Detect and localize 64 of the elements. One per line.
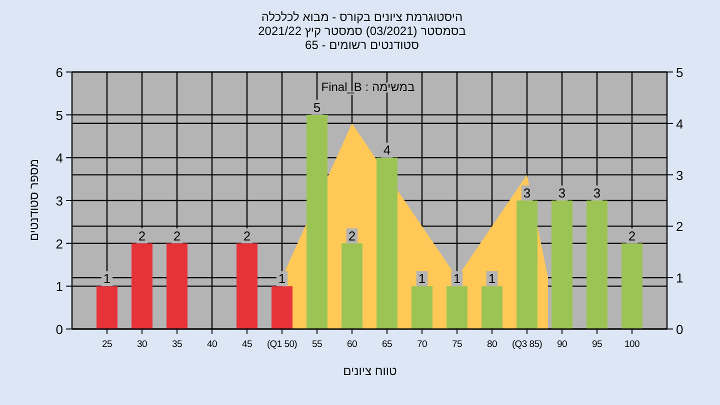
bar — [342, 243, 362, 329]
bar — [96, 286, 118, 329]
bar — [622, 243, 642, 329]
bar — [586, 200, 608, 329]
data-label: 3 — [558, 186, 566, 200]
x-tick-label: (Q1 50) — [266, 339, 298, 350]
bar — [482, 286, 502, 329]
y-tick-label: 1 — [56, 279, 63, 294]
x-tick-label: 80 — [487, 339, 497, 350]
bar — [552, 200, 572, 329]
data-label: 2 — [348, 228, 356, 244]
bar — [376, 158, 398, 329]
data-label: 1 — [418, 271, 426, 286]
bar — [306, 114, 328, 329]
data-label: 2 — [243, 228, 251, 244]
bar — [516, 200, 538, 329]
x-tick-label: 75 — [452, 339, 462, 350]
y-tick-label: 6 — [56, 65, 63, 80]
y-tick-label: 5 — [56, 108, 63, 123]
x-tick-label: 55 — [312, 339, 322, 350]
bar — [236, 243, 258, 329]
data-label: 3 — [593, 186, 601, 200]
y2-tick-label: 3 — [676, 168, 684, 183]
data-label: 1 — [453, 271, 461, 286]
text: סטודנטים רשומים - 65 — [305, 38, 420, 52]
x-tick-label: 40 — [207, 339, 217, 350]
y-tick-label: 2 — [56, 236, 63, 252]
data-label: 1 — [103, 271, 111, 286]
y2-tick-label: 4 — [676, 116, 684, 132]
bar — [446, 286, 468, 329]
y2-tick-label: 1 — [676, 270, 684, 286]
y2-tick-label: 0 — [676, 322, 684, 337]
data-label: 2 — [173, 228, 181, 244]
chart-subtitle: בסמסטר (03/2021) סמסטר קיץ 2021/22 — [258, 24, 466, 38]
data-label: 1 — [278, 271, 286, 286]
bar — [272, 286, 292, 329]
data-label: 2 — [628, 228, 636, 244]
x-tick-label: 25 — [102, 339, 112, 350]
data-label: 4 — [383, 142, 391, 158]
y-tick-label: 0 — [56, 322, 63, 337]
bar — [132, 243, 152, 329]
x-tick-label: (Q3 85) — [512, 339, 542, 350]
y-tick-label: 4 — [56, 150, 63, 166]
y2-tick-label: 5 — [676, 65, 684, 80]
x-tick-label: 65 — [382, 339, 392, 350]
data-label: 2 — [138, 228, 146, 244]
x-tick-label: 95 — [592, 339, 602, 350]
x-tick-label: 100 — [624, 339, 640, 350]
x-axis-title: טווח ציונים — [343, 364, 398, 378]
data-label: 1 — [488, 271, 496, 286]
chart-title: היסטוגרמת ציונים בקורס - מבוא לכלכלה — [261, 10, 463, 24]
x-tick-label: 30 — [137, 339, 147, 350]
x-tick-label: 70 — [417, 339, 427, 350]
y-tick-label: 3 — [56, 194, 63, 208]
data-label: 3 — [523, 186, 531, 200]
x-tick-label: 35 — [172, 339, 182, 350]
bar — [412, 286, 432, 329]
y-axis-title: מספר סטודנטים — [27, 158, 41, 242]
x-tick-label: 90 — [557, 339, 567, 350]
y2-tick-label: 2 — [676, 219, 684, 234]
bar — [166, 243, 188, 329]
data-label: 5 — [313, 100, 321, 115]
x-tick-label: 60 — [347, 339, 357, 350]
x-tick-label: 45 — [242, 339, 252, 350]
